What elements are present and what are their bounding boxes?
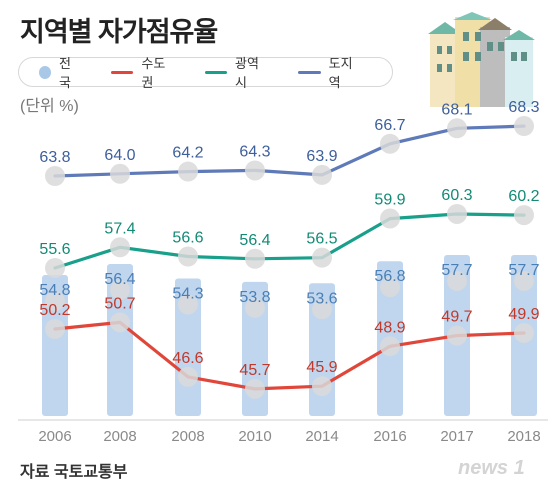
marker-provinces-4	[312, 164, 332, 185]
marker-capital-area-1	[110, 312, 130, 333]
marker-capital-area-4	[312, 376, 332, 397]
marker-provinces-7	[514, 116, 534, 137]
x-tick-label-0: 2006	[38, 428, 71, 445]
bar-national-1	[107, 263, 133, 416]
marker-national-2	[178, 294, 198, 315]
marker-capital-area-0	[45, 319, 65, 339]
data-label-provinces-7: 68.3	[508, 99, 539, 116]
legend-swatch	[39, 65, 52, 79]
data-label-metro-cities-4: 56.5	[306, 231, 337, 248]
data-label-metro-cities-2: 56.6	[172, 230, 203, 247]
data-label-national-6: 57.7	[441, 262, 472, 279]
data-label-metro-cities-0: 55.6	[39, 241, 70, 258]
data-label-metro-cities-6: 60.3	[441, 187, 472, 204]
marker-provinces-1	[110, 163, 130, 184]
legend-swatch	[204, 70, 228, 74]
unit-label: (단위 %)	[20, 98, 79, 115]
news1-logo-icon: news 1	[458, 457, 525, 479]
marker-provinces-5	[380, 133, 400, 154]
marker-national-7	[514, 270, 534, 291]
marker-metro-cities-3	[245, 248, 265, 269]
data-label-capital-area-4: 45.9	[306, 359, 337, 376]
marker-national-5	[380, 277, 400, 298]
logo-text: news 1	[458, 457, 525, 479]
data-label-provinces-6: 68.1	[441, 101, 472, 118]
x-tick-label-5: 2016	[373, 428, 406, 445]
data-label-national-0: 54.8	[39, 282, 70, 299]
data-label-capital-area-5: 48.9	[374, 319, 405, 336]
legend-item-provinces: 도지역	[298, 53, 362, 91]
data-label-national-3: 53.8	[239, 289, 270, 306]
marker-capital-area-7	[514, 322, 534, 343]
data-label-national-1: 56.4	[104, 271, 135, 288]
x-tick-label-2: 2008	[171, 428, 204, 445]
line-provinces	[53, 124, 526, 178]
marker-national-0	[45, 291, 65, 311]
data-label-capital-area-6: 49.7	[441, 309, 472, 326]
marker-provinces-3	[245, 160, 265, 181]
legend-label: 광역시	[235, 56, 259, 90]
legend-swatch	[111, 70, 134, 74]
marker-national-3	[245, 297, 265, 318]
marker-metro-cities-0	[45, 258, 65, 278]
data-label-provinces-0: 63.8	[39, 149, 70, 166]
marker-capital-area-6	[447, 325, 467, 346]
marker-metro-cities-1	[110, 237, 130, 258]
data-label-metro-cities-5: 59.9	[374, 192, 405, 209]
bar-national-0	[42, 275, 68, 416]
marker-national-1	[110, 279, 130, 300]
marker-capital-area-3	[245, 378, 265, 399]
data-label-national-4: 53.6	[306, 290, 337, 307]
chart-title: 지역별 자가점유율	[20, 17, 218, 47]
data-label-metro-cities-1: 57.4	[104, 220, 135, 237]
marker-metro-cities-7	[514, 205, 534, 226]
x-tick-label-1: 2008	[103, 428, 136, 445]
marker-provinces-2	[178, 161, 198, 182]
marker-metro-cities-5	[380, 208, 400, 229]
data-label-capital-area-3: 45.7	[239, 362, 270, 379]
source-note: 자료 국토교통부	[20, 464, 128, 481]
legend-item-national: 전국	[39, 53, 81, 91]
x-tick-label-3: 2010	[238, 428, 271, 445]
legend-label: 도지역	[328, 56, 353, 90]
legend-item-metro-cities: 광역시	[204, 53, 269, 91]
data-label-provinces-3: 64.3	[239, 143, 270, 160]
data-label-capital-area-1: 50.7	[104, 295, 135, 312]
marker-capital-area-2	[178, 366, 198, 387]
marker-provinces-0	[45, 166, 65, 186]
marker-capital-area-5	[380, 336, 400, 357]
marker-metro-cities-4	[312, 247, 332, 268]
line-metro-cities	[53, 212, 526, 270]
data-label-capital-area-2: 46.6	[172, 350, 203, 367]
legend-label: 전국	[59, 56, 71, 90]
marker-provinces-6	[447, 118, 467, 139]
marker-metro-cities-6	[447, 203, 467, 224]
chart-legend: 전국 수도권 광역시 도지역	[18, 56, 393, 90]
data-label-provinces-1: 64.0	[104, 147, 135, 164]
x-tick-label-7: 2018	[507, 428, 540, 445]
legend-swatch	[298, 70, 321, 74]
data-label-national-5: 56.8	[374, 268, 405, 285]
data-label-capital-area-7: 49.9	[508, 306, 539, 323]
data-label-national-2: 54.3	[172, 285, 203, 302]
line-capital-area	[53, 320, 526, 391]
marker-national-4	[312, 299, 332, 320]
data-label-provinces-5: 66.7	[374, 117, 405, 134]
marker-national-6	[447, 270, 467, 291]
data-label-metro-cities-3: 56.4	[239, 232, 270, 249]
marker-metro-cities-2	[178, 246, 198, 267]
data-label-national-7: 57.7	[508, 262, 539, 279]
data-label-provinces-4: 63.9	[306, 148, 337, 165]
x-tick-label-6: 2017	[440, 428, 473, 445]
data-label-provinces-2: 64.2	[172, 145, 203, 162]
legend-item-capital-area: 수도권	[111, 53, 175, 91]
x-tick-label-4: 2014	[305, 428, 338, 445]
legend-label: 수도권	[141, 56, 166, 90]
buildings-illustration-icon	[428, 12, 535, 107]
data-label-capital-area-0: 50.2	[39, 302, 70, 319]
data-label-metro-cities-7: 60.2	[508, 188, 539, 205]
